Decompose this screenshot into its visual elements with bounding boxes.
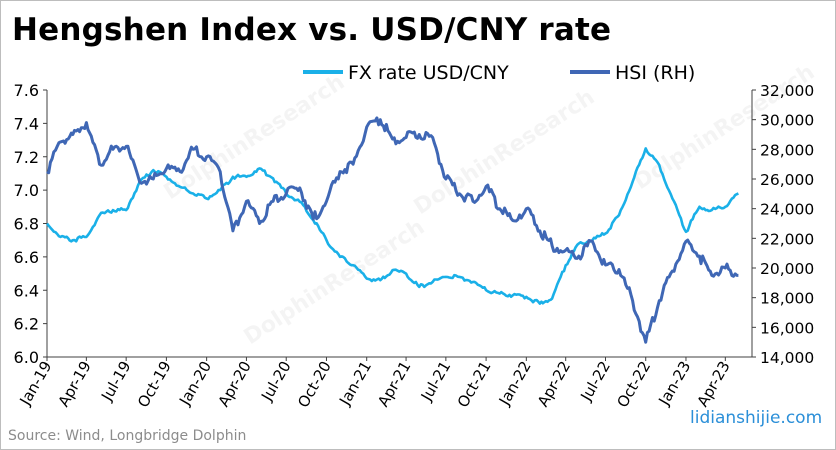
background-watermark-text: DolphinResearch [160,70,350,205]
series-layer [45,116,739,344]
site-watermark: lidianshijie.com [690,408,823,428]
x-axis-tick-label: Jan-20 [175,358,215,409]
left-axis-tick-label: 7.2 [14,148,39,167]
x-axis-tick-label: Oct-19 [134,358,175,411]
legend-fx-label: FX rate USD/CNY [348,62,509,84]
fx-rate-line [45,147,739,305]
left-axis-tick-label: 6.2 [14,315,39,334]
x-axis-tick-label: Apr-21 [374,358,414,410]
background-watermark: DolphinResearch DolphinResearch DolphinRes… [160,60,820,350]
right-axis-tick-label: 28,000 [760,141,814,159]
left-axis-tick-label: 7.0 [14,181,39,200]
right-axis-tick-label: 24,000 [760,201,814,219]
right-axis-tick-label: 26,000 [760,171,814,189]
background-watermark-text: DolphinResearch [240,215,430,350]
chart-title: Hengshen Index vs. USD/CNY rate [12,12,612,48]
right-axis-tick-label: 32,000 [760,82,814,100]
right-axis-tick-label: 22,000 [760,230,814,248]
source-note: Source: Wind, Longbridge Dolphin [8,428,247,444]
x-axis-tick-label: Apr-19 [54,358,94,410]
right-axis-tick-label: 16,000 [760,319,814,337]
x-axis-tick-label: Jul-19 [97,358,134,405]
axes: 6.0 6.2 6.4 6.6 6.8 7.0 7.2 7.4 7.6 14,000 16,000 1… [14,81,815,411]
x-axis-tick-label: Oct-22 [613,358,654,411]
x-axis-tick-label: Oct-21 [454,358,495,411]
right-axis-tick-label: 20,000 [760,260,814,278]
x-axis-tick-label: Jan-23 [655,358,695,409]
x-axis-tick-label: Jul-21 [417,358,454,405]
legend-hsi-label: HSI (RH) [615,62,695,84]
left-axis-tick-label: 7.6 [14,81,39,100]
x-axis-tick-label: Apr-23 [693,358,733,410]
left-axis-tick-label: 6.6 [14,248,39,267]
x-axis-tick-label: Jan-21 [335,358,375,409]
right-axis-tick-label: 30,000 [760,112,814,130]
x-axis-tick-label: Apr-22 [534,358,574,410]
x-axis-tick-label: Jan-22 [495,358,535,409]
hsi-line [46,116,739,344]
x-axis-tick-label: Oct-20 [294,358,335,411]
left-axis-tick-label: 6.8 [14,215,39,234]
left-axis-tick-label: 7.4 [14,114,39,133]
x-axis-tick-label: Jul-22 [577,358,614,405]
left-axis-tick-label: 6.0 [14,348,39,367]
left-axis-tick-label: 6.4 [14,281,39,300]
right-axis-tick-label: 18,000 [760,290,814,308]
x-axis-tick-label: Apr-20 [215,358,255,410]
legend: FX rate USD/CNY HSI (RH) [303,62,695,84]
x-axis-tick-label: Jul-20 [257,358,294,405]
right-axis-tick-label: 14,000 [760,349,814,367]
